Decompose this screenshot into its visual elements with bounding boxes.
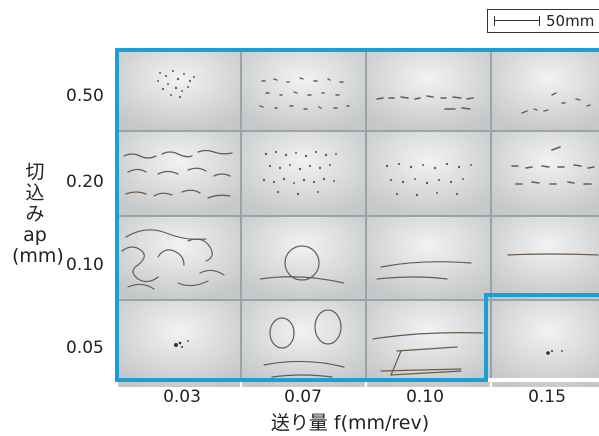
photo-cell-050-007	[242, 51, 365, 130]
photo-cell-020-015	[492, 132, 599, 215]
photo-cell-005-007	[242, 301, 365, 387]
photo-cell-005-015	[492, 301, 599, 387]
photo-cell-005-010	[367, 301, 490, 387]
scale-bar-marker	[494, 16, 540, 26]
column-label-0: 0.03	[163, 387, 201, 407]
highlight-step-vertical	[484, 293, 488, 382]
scale-bar-label: 50mm	[546, 12, 595, 30]
column-label-2: 0.10	[406, 387, 444, 407]
y-axis-symbol: ap	[23, 224, 47, 246]
y-axis-char-3: み	[25, 203, 45, 225]
photo-cell-020-007	[242, 132, 365, 215]
row-label-1: 0.20	[66, 172, 104, 192]
row-label-3: 0.05	[66, 338, 104, 358]
photo-cell-050-003	[118, 51, 240, 130]
photo-cell-005-003	[118, 301, 240, 387]
y-axis-unit: (mm)	[12, 245, 64, 267]
y-axis-char-1: 切	[25, 161, 45, 183]
highlight-step-horizontal	[484, 293, 599, 297]
photo-cell-010-015	[492, 217, 599, 299]
row-label-0: 0.50	[66, 86, 104, 106]
photo-cell-050-015	[492, 51, 599, 130]
photo-cell-020-010	[367, 132, 490, 215]
x-axis-title: 送り量 f(mm/rev)	[270, 412, 430, 434]
photo-cell-050-010	[367, 51, 490, 130]
photo-cell-010-010	[367, 217, 490, 299]
photo-cell-010-003	[118, 217, 240, 299]
y-axis-char-2: 込	[25, 182, 45, 204]
column-label-3: 0.15	[528, 387, 566, 407]
photo-cell-020-003	[118, 132, 240, 215]
chip-photo-grid	[118, 51, 599, 387]
highlight-frame-gap	[488, 378, 599, 382]
column-label-1: 0.07	[284, 387, 322, 407]
scale-bar: 50mm	[487, 9, 599, 33]
photo-cell-010-007	[242, 217, 365, 299]
y-axis-title: 切 込 み ap (mm)	[12, 161, 64, 267]
row-label-2: 0.10	[66, 255, 104, 275]
